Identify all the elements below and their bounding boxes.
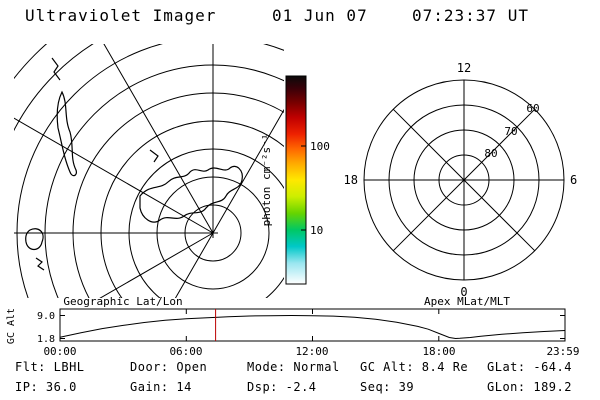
colorbar-units-label: photon cm⁻²s⁻¹ bbox=[260, 134, 273, 227]
colorbar-ticks bbox=[301, 145, 306, 231]
status-glat: GLat: -64.4 bbox=[487, 360, 572, 374]
instrument-title: Ultraviolet Imager bbox=[25, 6, 217, 25]
time-label: 07:23:37 UT bbox=[412, 6, 529, 25]
apex-grid bbox=[363, 79, 565, 281]
status-gc-alt: GC Alt: 8.4 Re bbox=[360, 360, 469, 374]
mlat-label-80: 80 bbox=[484, 147, 497, 160]
pole-crosshair bbox=[208, 228, 218, 238]
status-dsp: Dsp: -2.4 bbox=[247, 380, 317, 394]
status-ip: IP: 36.0 bbox=[15, 380, 77, 394]
mlt-label-12: 12 bbox=[457, 61, 471, 75]
colorbar-tick-10: 10 bbox=[310, 224, 323, 237]
colorbar-tick-100: 100 bbox=[310, 140, 330, 153]
coastline-paths bbox=[25, 57, 243, 271]
mlat-label-70: 70 bbox=[504, 125, 517, 138]
status-door: Door: Open bbox=[130, 360, 208, 374]
timeline-ticks bbox=[60, 309, 565, 341]
yaxis-title: GC Alt bbox=[6, 308, 17, 344]
geo-panel-caption: Geographic Lat/Lon bbox=[63, 295, 182, 308]
mlt-label-6: 6 bbox=[570, 173, 577, 187]
status-gain: Gain: 14 bbox=[130, 380, 192, 394]
mlt-label-18: 18 bbox=[344, 173, 358, 187]
status-glon: GLon: 189.2 bbox=[487, 380, 572, 394]
apex-panel-caption: Apex MLat/MLT bbox=[424, 295, 510, 308]
yaxis-label-max: 9.0 bbox=[37, 311, 55, 322]
mlt-label-0: 0 bbox=[460, 285, 467, 299]
geographic-grid bbox=[14, 44, 284, 298]
xtick-0000: 00:00 bbox=[43, 345, 76, 358]
gc-alt-curve bbox=[59, 314, 566, 340]
xtick-0600: 06:00 bbox=[169, 345, 202, 358]
date-label: 01 Jun 07 bbox=[272, 6, 368, 25]
status-flt: Flt: LBHL bbox=[15, 360, 85, 374]
yaxis-label-min: 1.8 bbox=[37, 334, 55, 345]
status-mode: Mode: Normal bbox=[247, 360, 340, 374]
xtick-1800: 18:00 bbox=[422, 345, 455, 358]
status-seq: Seq: 39 bbox=[360, 380, 415, 394]
xtick-1200: 12:00 bbox=[295, 345, 328, 358]
mlat-label-60: 60 bbox=[526, 102, 539, 115]
colorbar bbox=[285, 75, 307, 285]
xtick-2359: 23:59 bbox=[546, 345, 579, 358]
